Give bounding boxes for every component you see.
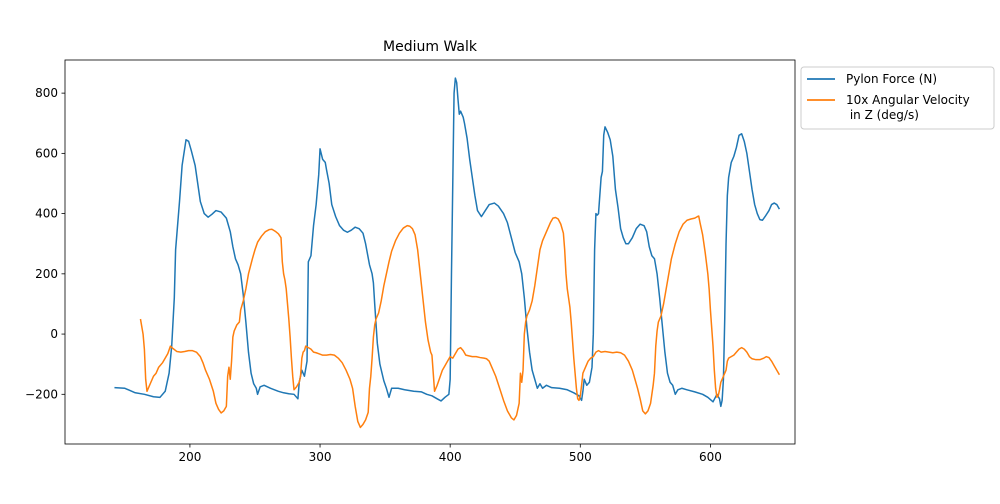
series-line-2 bbox=[139, 215, 781, 429]
x-tick-label: 300 bbox=[309, 450, 332, 464]
chart-title: Medium Walk bbox=[383, 39, 478, 55]
x-tick-label: 600 bbox=[699, 450, 722, 464]
y-tick-label: 400 bbox=[35, 207, 58, 221]
x-tick-label: 200 bbox=[178, 450, 201, 464]
plot-area bbox=[64, 59, 796, 445]
series-line-1 bbox=[114, 77, 781, 408]
legend-label-line: in Z (deg/s) bbox=[846, 108, 919, 122]
legend-label-1: Pylon Force (N) bbox=[846, 72, 937, 86]
legend-label-line: 10x Angular Velocity bbox=[846, 93, 970, 107]
plot-frame bbox=[64, 59, 796, 445]
legend: Pylon Force (N) 10x Angular Velocity in Z… bbox=[800, 66, 995, 130]
legend-label-line: Pylon Force (N) bbox=[846, 72, 937, 86]
y-tick-label: 600 bbox=[35, 146, 58, 160]
x-tick-label: 400 bbox=[439, 450, 462, 464]
x-tick-label: 500 bbox=[569, 450, 592, 464]
legend-box bbox=[800, 66, 995, 130]
x-axis: 200 300 400 500 600 bbox=[178, 444, 722, 464]
y-axis: −200 0 200 400 600 800 bbox=[25, 86, 65, 401]
y-tick-label: 0 bbox=[50, 327, 58, 341]
y-tick-label: −200 bbox=[25, 387, 58, 401]
y-tick-label: 200 bbox=[35, 267, 58, 281]
legend-label-2: 10x Angular Velocity in Z (deg/s) bbox=[846, 93, 970, 122]
y-tick-label: 800 bbox=[35, 86, 58, 100]
